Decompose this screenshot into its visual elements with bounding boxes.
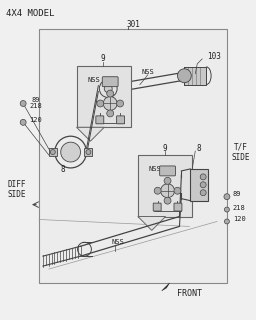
Circle shape — [117, 100, 124, 107]
Circle shape — [164, 197, 171, 204]
FancyBboxPatch shape — [153, 203, 161, 211]
Text: NSS: NSS — [112, 239, 124, 245]
Circle shape — [200, 174, 206, 180]
Polygon shape — [162, 283, 169, 291]
Circle shape — [103, 97, 117, 110]
Text: 218: 218 — [233, 204, 246, 211]
Text: NSS: NSS — [141, 69, 154, 75]
Text: 120: 120 — [29, 117, 42, 123]
Circle shape — [174, 187, 181, 194]
Circle shape — [107, 90, 114, 97]
Circle shape — [107, 110, 114, 117]
Circle shape — [224, 194, 230, 200]
Text: NSS: NSS — [88, 77, 100, 83]
Circle shape — [86, 149, 91, 155]
Circle shape — [177, 69, 191, 83]
Circle shape — [161, 184, 175, 198]
Text: 89: 89 — [233, 191, 241, 197]
Circle shape — [225, 207, 229, 212]
Circle shape — [164, 177, 171, 184]
Text: 4X4 MODEL: 4X4 MODEL — [6, 9, 55, 18]
Bar — [49, 148, 57, 156]
Bar — [39, 29, 227, 283]
FancyBboxPatch shape — [174, 203, 182, 211]
Circle shape — [104, 85, 112, 92]
FancyBboxPatch shape — [96, 116, 104, 124]
Bar — [184, 67, 206, 85]
Circle shape — [20, 119, 26, 125]
Circle shape — [200, 190, 206, 196]
Circle shape — [97, 100, 104, 107]
Text: 218: 218 — [29, 103, 42, 109]
FancyBboxPatch shape — [117, 116, 124, 124]
Bar — [190, 169, 208, 201]
Bar — [138, 155, 192, 217]
Text: FRONT: FRONT — [177, 289, 202, 298]
Bar — [77, 66, 131, 127]
Circle shape — [50, 149, 55, 155]
Text: 8: 8 — [196, 144, 201, 153]
Text: 103: 103 — [207, 52, 221, 61]
Circle shape — [200, 182, 206, 188]
Text: 301: 301 — [126, 20, 140, 29]
Polygon shape — [138, 217, 166, 230]
Circle shape — [61, 142, 81, 162]
Text: 9: 9 — [162, 144, 167, 153]
Text: 89: 89 — [31, 97, 40, 102]
FancyBboxPatch shape — [102, 77, 118, 87]
Text: 120: 120 — [233, 216, 246, 222]
Circle shape — [20, 100, 26, 107]
Text: NSS: NSS — [149, 166, 162, 172]
Text: T/F
SIDE: T/F SIDE — [231, 142, 250, 162]
Circle shape — [154, 187, 161, 194]
Text: 9: 9 — [101, 54, 105, 63]
Text: DIFF
SIDE: DIFF SIDE — [8, 180, 26, 199]
FancyBboxPatch shape — [160, 166, 175, 176]
Text: 8: 8 — [60, 165, 65, 174]
Circle shape — [225, 219, 229, 224]
Bar — [84, 148, 92, 156]
Polygon shape — [77, 127, 104, 141]
